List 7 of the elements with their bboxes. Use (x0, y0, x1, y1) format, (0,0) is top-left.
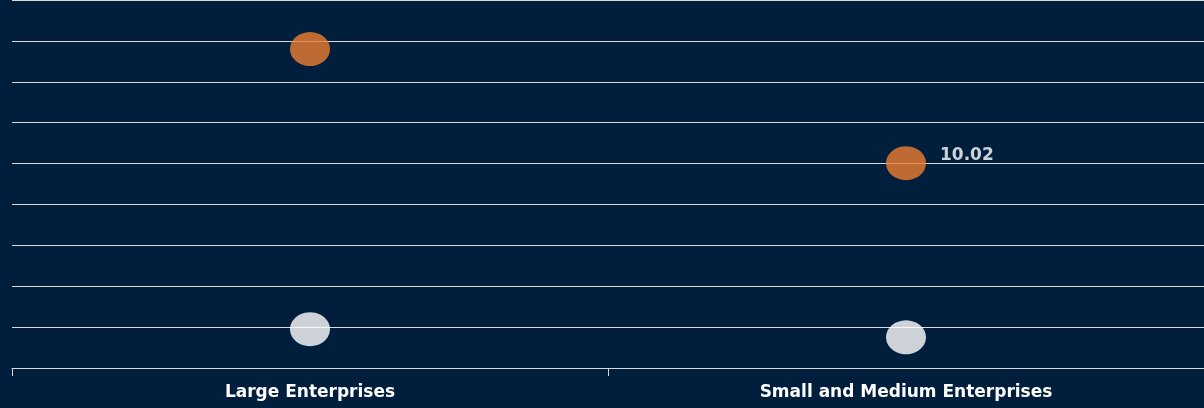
x-tick-label: Small and Medium Enterprises (759, 380, 1053, 401)
point (290, 32, 330, 67)
point (886, 146, 926, 181)
point (290, 312, 330, 347)
x-tick-label: Large Enterprises (224, 380, 396, 401)
point (886, 320, 926, 355)
data-label: 10.02 (940, 144, 994, 165)
